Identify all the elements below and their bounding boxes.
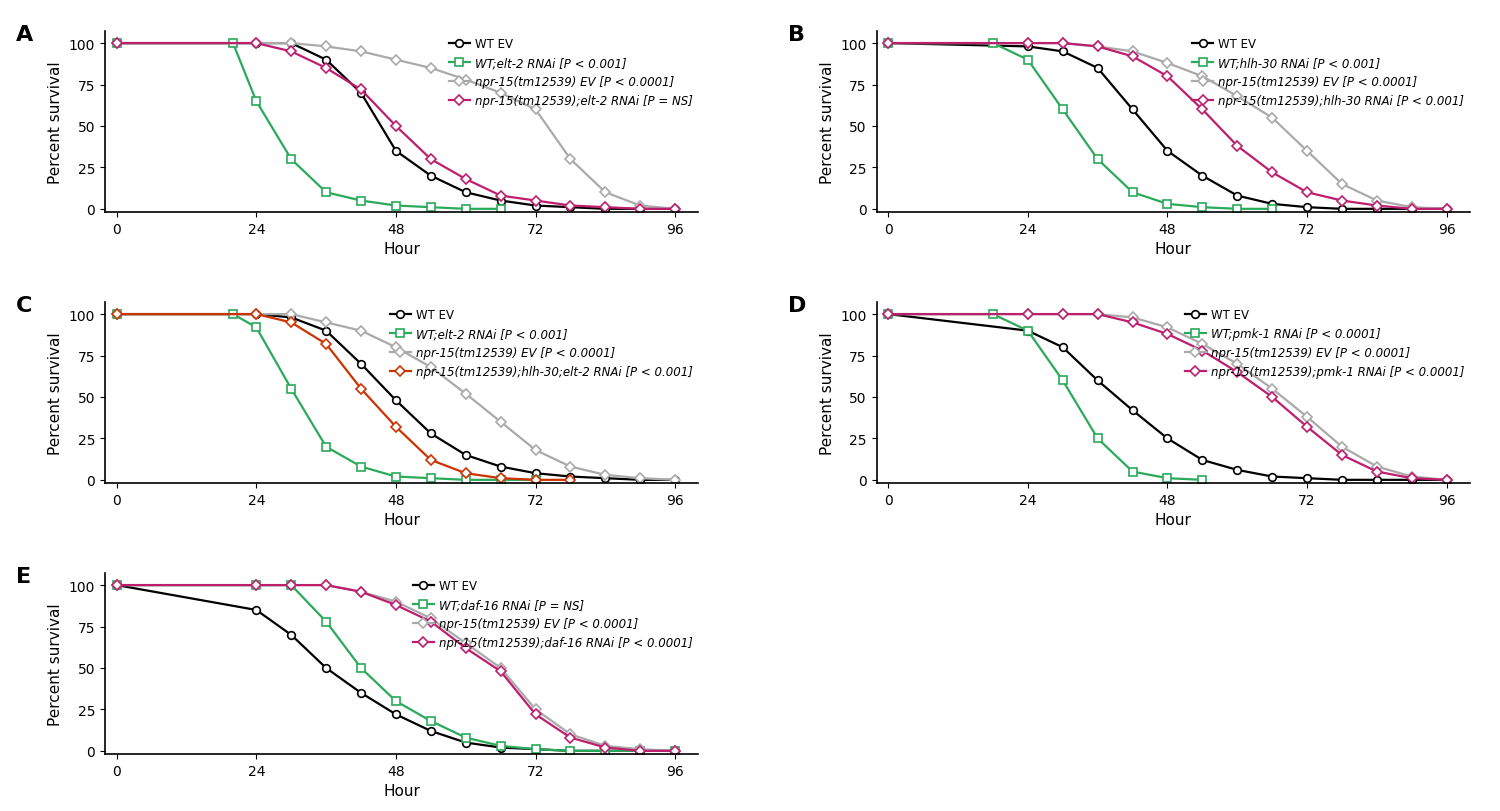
Text: E: E [16,567,32,586]
X-axis label: Hour: Hour [1155,513,1191,528]
Legend: WT EV, WT;hlh-30 RNAi [P < 0.001], npr-15(tm12539) EV [P < 0.0001], npr-15(tm125: WT EV, WT;hlh-30 RNAi [P < 0.001], npr-1… [1192,38,1464,108]
Legend: WT EV, WT;elt-2 RNAi [P < 0.001], npr-15(tm12539) EV [P < 0.0001], npr-15(tm1253: WT EV, WT;elt-2 RNAi [P < 0.001], npr-15… [390,309,693,379]
X-axis label: Hour: Hour [384,783,420,799]
Text: B: B [788,25,804,45]
Y-axis label: Percent survival: Percent survival [821,332,836,455]
Legend: WT EV, WT;elt-2 RNAi [P < 0.001], npr-15(tm12539) EV [P < 0.0001], npr-15(tm1253: WT EV, WT;elt-2 RNAi [P < 0.001], npr-15… [448,38,693,108]
X-axis label: Hour: Hour [1155,242,1191,257]
X-axis label: Hour: Hour [384,242,420,257]
Y-axis label: Percent survival: Percent survival [48,603,63,725]
Text: C: C [16,296,33,315]
Text: D: D [788,296,806,315]
Legend: WT EV, WT;daf-16 RNAi [P = NS], npr-15(tm12539) EV [P < 0.0001], npr-15(tm12539): WT EV, WT;daf-16 RNAi [P = NS], npr-15(t… [413,580,693,650]
Legend: WT EV, WT;pmk-1 RNAi [P < 0.0001], npr-15(tm12539) EV [P < 0.0001], npr-15(tm125: WT EV, WT;pmk-1 RNAi [P < 0.0001], npr-1… [1185,309,1464,379]
Y-axis label: Percent survival: Percent survival [48,62,63,184]
Y-axis label: Percent survival: Percent survival [48,332,63,455]
Text: A: A [16,25,33,45]
Y-axis label: Percent survival: Percent survival [821,62,836,184]
X-axis label: Hour: Hour [384,513,420,528]
